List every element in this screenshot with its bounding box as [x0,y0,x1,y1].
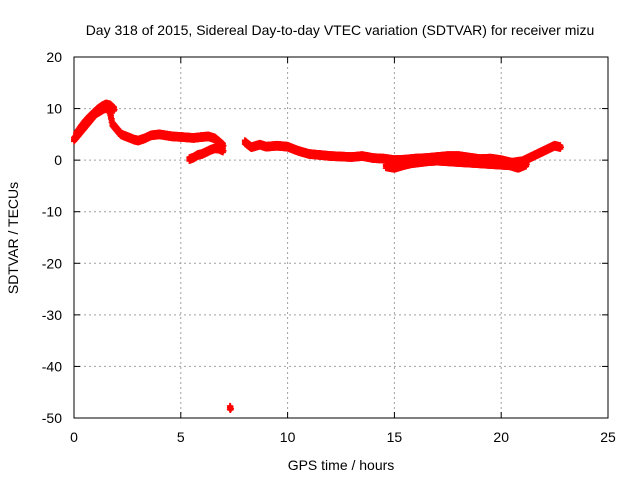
data-point [227,405,234,412]
grid-lines [74,57,608,418]
chart-title: Day 318 of 2015, Sidereal Day-to-day VTE… [86,22,595,38]
x-tick-label: 15 [387,429,403,445]
y-tick-label: 20 [46,49,62,65]
y-tick-label: -30 [42,307,62,323]
y-axis-label: SDTVAR / TECUs [5,182,21,294]
y-tick-label: 10 [46,101,62,117]
series-late-lower-band [382,155,530,173]
data-point [220,147,227,154]
series-early-upper-band [73,99,118,140]
data-point [111,106,118,113]
x-axis-label: GPS time / hours [288,457,395,473]
x-tick-label: 5 [177,429,185,445]
data-points [71,99,565,414]
plot-frame [73,56,609,419]
y-tick-label: -50 [42,410,62,426]
axis-ticks: 0 5 10 15 20 25 -50 -40 -30 -20 -10 0 10 20 [42,49,616,445]
y-tick-label: 0 [54,152,62,168]
x-tick-label: 20 [493,429,509,445]
x-tick-label: 10 [280,429,296,445]
data-point [558,144,565,151]
series-upturn-segment [186,143,227,164]
x-tick-label: 25 [600,429,616,445]
x-tick-label: 0 [70,429,78,445]
data-point [523,161,530,168]
y-tick-label: -10 [42,204,62,220]
y-tick-label: -40 [42,358,62,374]
series-outlier [226,402,234,414]
y-tick-label: -20 [42,255,62,271]
